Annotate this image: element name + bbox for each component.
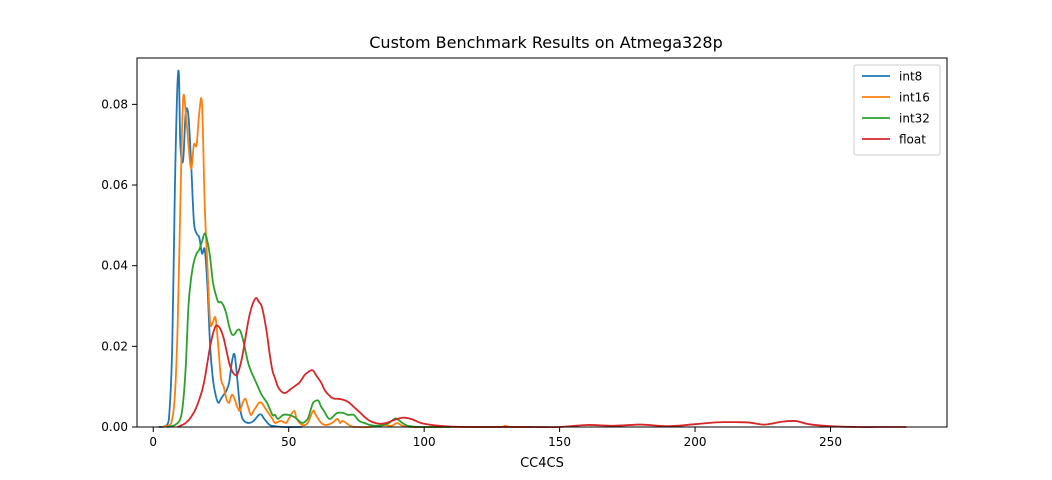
legend-label-int8: int8 bbox=[899, 70, 922, 84]
x-tick-label: 100 bbox=[413, 435, 436, 449]
legend-label-int16: int16 bbox=[899, 91, 930, 105]
y-axis: 0.00 0.02 0.04 0.06 0.08 bbox=[101, 97, 137, 434]
plot-border bbox=[136, 57, 948, 428]
plot-frame bbox=[137, 58, 947, 427]
series-line-int8 bbox=[158, 69, 303, 428]
chart-title: Custom Benchmark Results on Atmega328p bbox=[369, 33, 723, 52]
series-line-int32 bbox=[166, 232, 452, 428]
x-tick-label: 200 bbox=[684, 435, 707, 449]
series-line-float bbox=[177, 297, 907, 429]
x-axis-label: CC4CS bbox=[520, 456, 564, 471]
y-tick-label: 0.02 bbox=[101, 339, 128, 353]
x-tick-label: 50 bbox=[281, 435, 296, 449]
x-tick-label: 250 bbox=[819, 435, 842, 449]
x-tick-label: 0 bbox=[149, 435, 157, 449]
y-tick-label: 0.08 bbox=[101, 97, 128, 111]
y-tick-label: 0.00 bbox=[101, 420, 128, 434]
legend-label-int32: int32 bbox=[899, 112, 930, 126]
legend-label-float: float bbox=[899, 133, 926, 147]
x-tick-label: 150 bbox=[548, 435, 571, 449]
plot-area bbox=[137, 58, 947, 427]
legend-box bbox=[853, 64, 941, 156]
x-axis: 0 50 100 150 200 250 bbox=[149, 427, 842, 449]
y-tick-label: 0.04 bbox=[101, 259, 128, 273]
y-tick-label: 0.06 bbox=[101, 178, 128, 192]
legend: int8 int16 int32 float bbox=[853, 64, 941, 156]
